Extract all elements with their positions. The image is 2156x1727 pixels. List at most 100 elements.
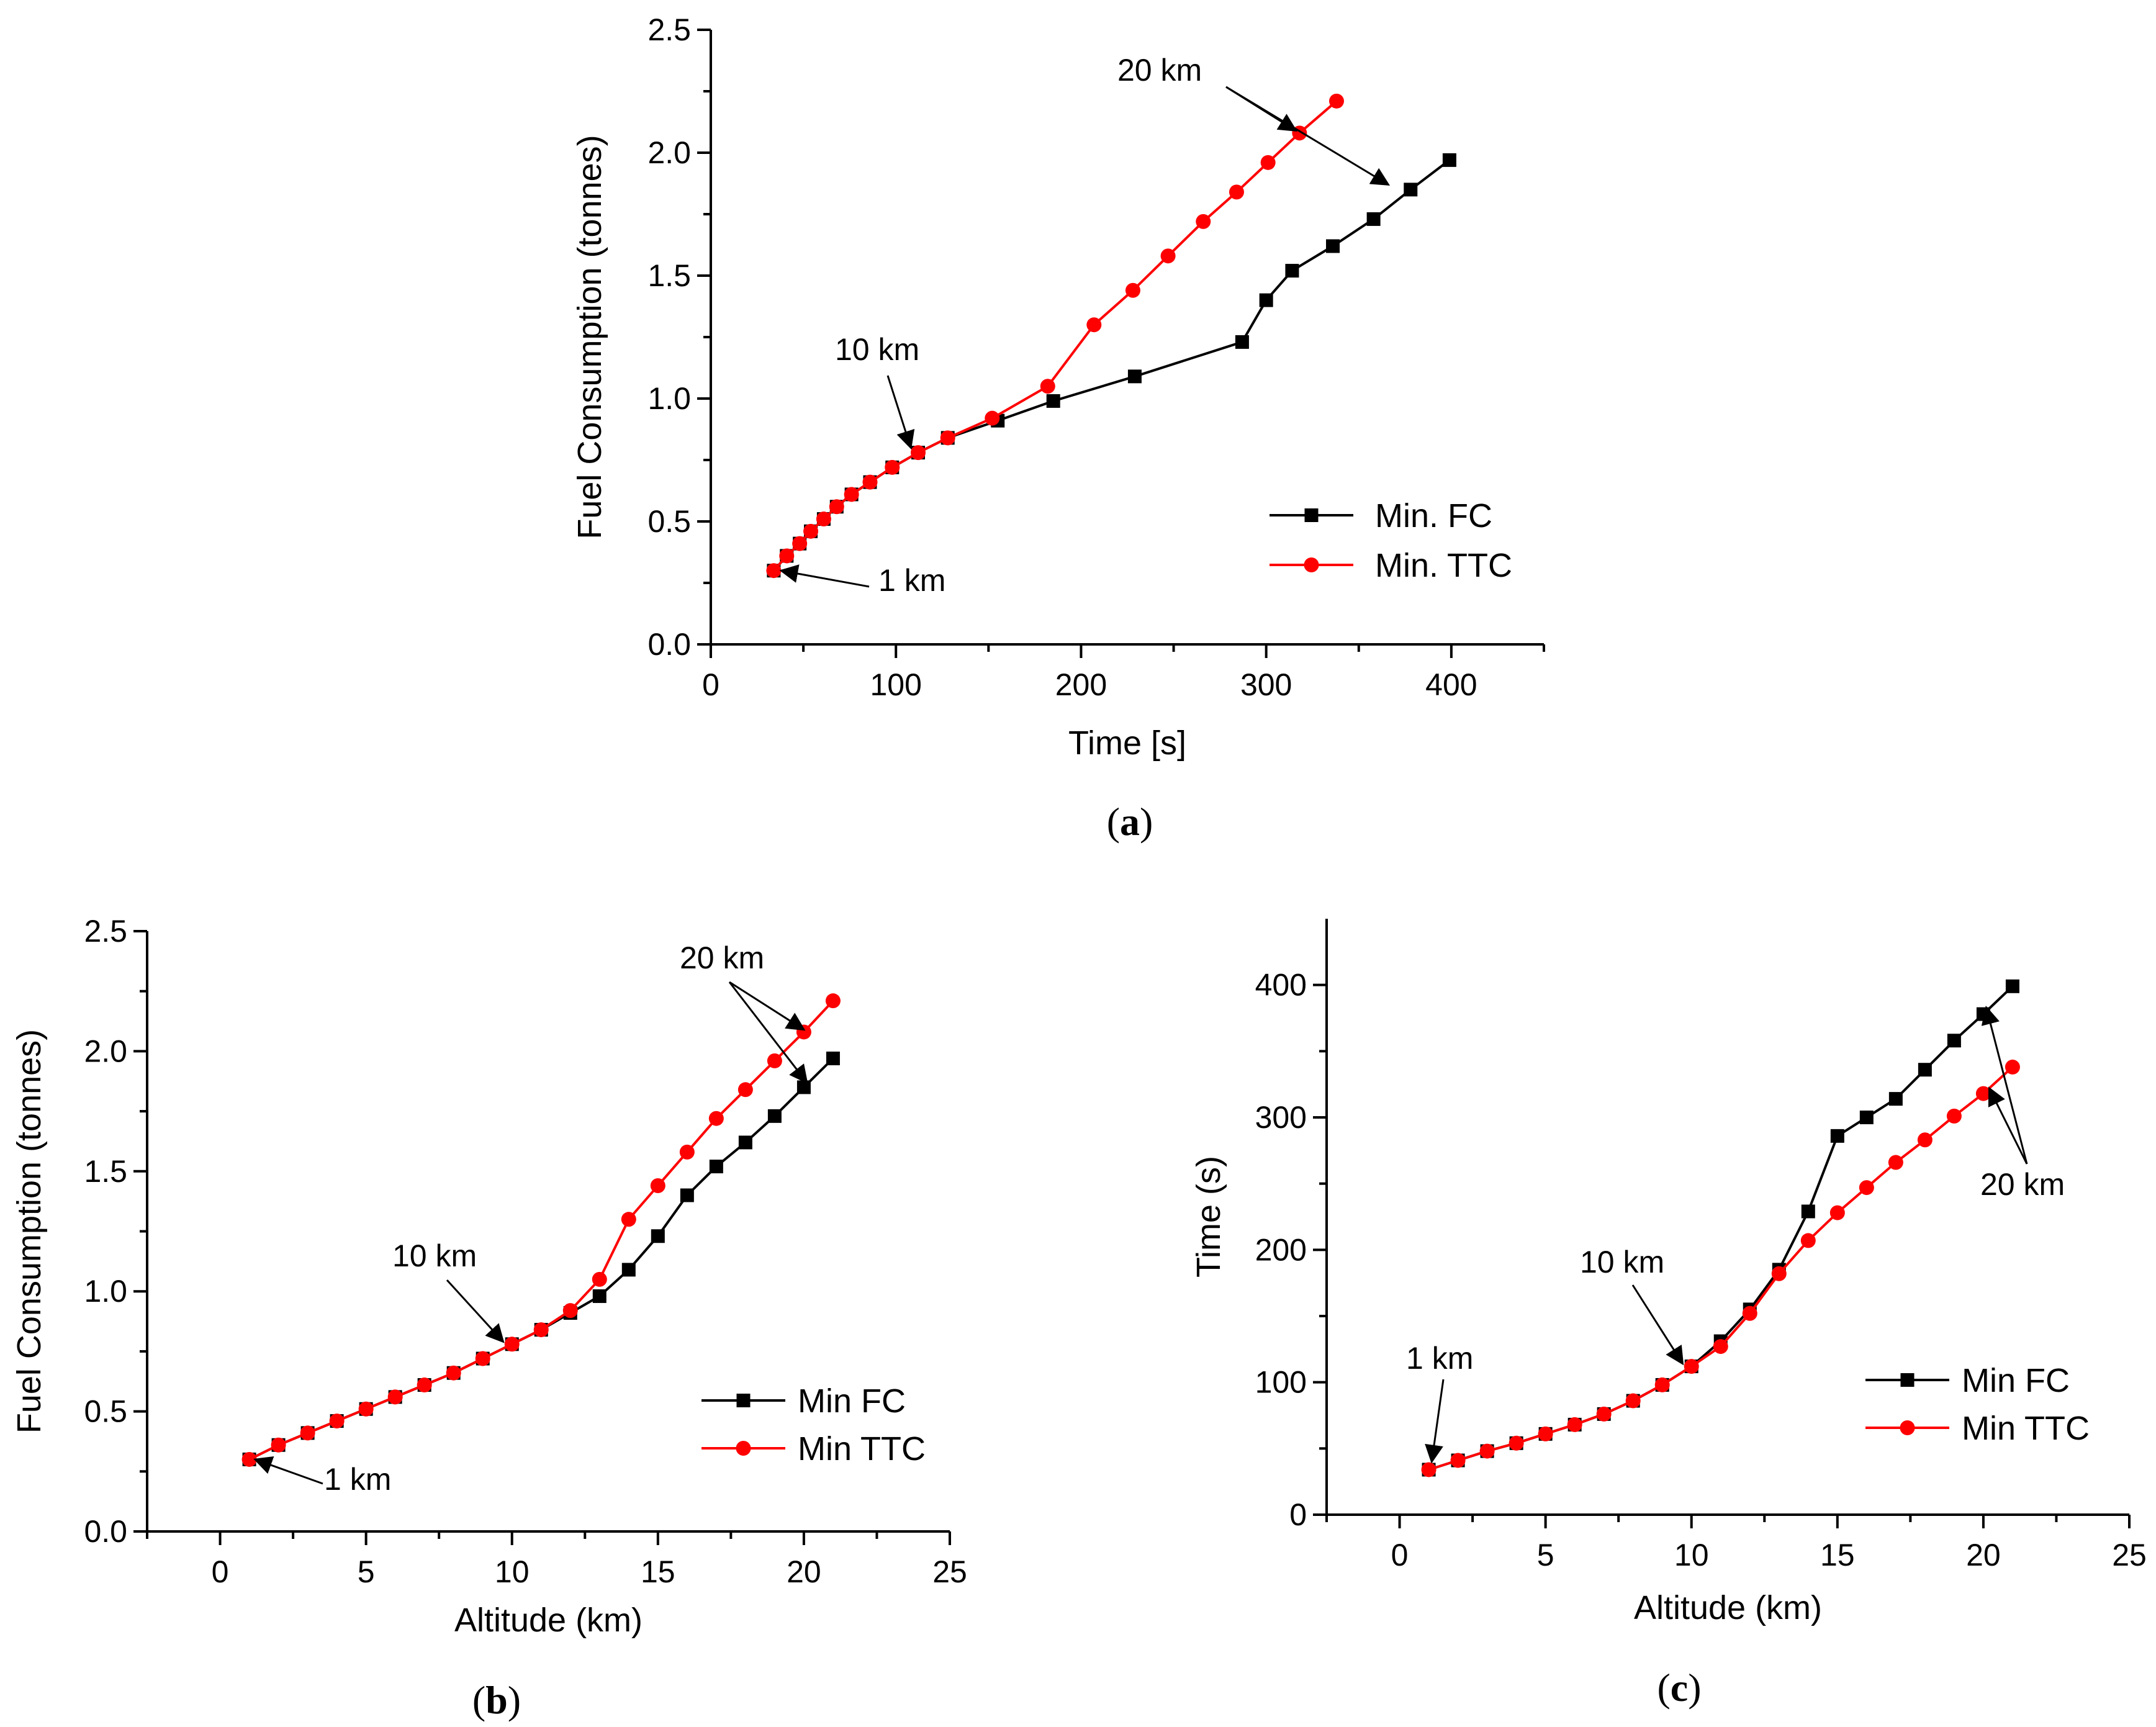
data-point <box>504 1337 520 1352</box>
data-point <box>1229 184 1244 200</box>
legend-label: Min. FC <box>1375 497 1492 534</box>
data-point <box>1713 1339 1728 1355</box>
legend-label: Min FC <box>1962 1362 2070 1399</box>
y-tick-label: 1.0 <box>84 1274 127 1309</box>
x-tick-label: 0 <box>1391 1538 1409 1572</box>
y-tick-label: 2.0 <box>647 135 691 170</box>
data-point <box>844 487 859 502</box>
data-point <box>1040 379 1055 394</box>
data-point <box>1596 1406 1612 1422</box>
x-axis-label: Time [s] <box>1068 724 1186 762</box>
data-point <box>766 563 782 579</box>
data-point <box>475 1351 490 1366</box>
annotation-arrow <box>1988 1086 2028 1165</box>
legend-label: Min. TTC <box>1375 547 1512 584</box>
data-point <box>621 1263 636 1277</box>
y-tick-label: 1.5 <box>647 258 691 293</box>
data-point <box>1567 1417 1582 1432</box>
y-tick-label: 2.5 <box>647 12 691 47</box>
data-point <box>826 1052 840 1066</box>
annotation-arrow <box>253 1456 323 1485</box>
x-tick-label: 5 <box>358 1554 375 1589</box>
data-point <box>1654 1377 1670 1392</box>
legend-marker <box>1900 1373 1915 1387</box>
data-point <box>1235 335 1249 349</box>
data-point <box>533 1322 549 1338</box>
x-tick-label: 10 <box>1674 1538 1709 1572</box>
series-line <box>1428 1066 2014 1471</box>
data-point <box>796 1080 811 1094</box>
x-tick-label: 100 <box>870 667 922 702</box>
y-tick-label: 400 <box>1255 968 1307 1003</box>
data-point <box>1260 155 1276 170</box>
x-axis-label: Altitude (km) <box>1634 1589 1822 1626</box>
x-tick-label: 0 <box>212 1554 229 1589</box>
y-tick-label: 0.5 <box>84 1394 127 1429</box>
data-point <box>1888 1155 1903 1170</box>
data-point <box>816 512 831 527</box>
data-point <box>708 1111 724 1126</box>
data-point <box>446 1365 461 1381</box>
legend-marker <box>1304 557 1319 572</box>
data-point <box>300 1425 315 1441</box>
data-point <box>940 430 955 446</box>
x-tick-label: 20 <box>787 1554 821 1589</box>
data-point <box>592 1271 607 1287</box>
x-tick-label: 200 <box>1055 667 1107 702</box>
data-point <box>803 523 819 539</box>
data-point <box>1285 264 1299 278</box>
y-tick-label: 0.0 <box>84 1514 127 1549</box>
data-point <box>1742 1305 1757 1321</box>
annotation-arrow <box>1631 1284 1684 1366</box>
y-tick-label: 100 <box>1255 1365 1307 1400</box>
annotation-arrow <box>729 981 806 1031</box>
data-point <box>1975 1086 1991 1101</box>
data-point <box>911 445 926 461</box>
annotation-label: 1 km <box>1406 1341 1473 1376</box>
data-point <box>1450 1453 1466 1468</box>
data-point <box>1509 1435 1524 1451</box>
series-line <box>1428 985 2014 1471</box>
data-point <box>358 1401 374 1417</box>
annotation-arrow <box>779 564 870 588</box>
data-point <box>241 1451 257 1467</box>
panel-caption: (a) <box>1107 800 1153 844</box>
data-point <box>417 1378 432 1393</box>
data-point <box>1326 239 1340 253</box>
data-point <box>1127 369 1142 384</box>
data-point <box>1086 317 1102 333</box>
data-point <box>1800 1233 1816 1248</box>
data-point <box>1888 1092 1903 1106</box>
annotation-label: 20 km <box>1117 53 1202 88</box>
data-point <box>1859 1180 1874 1196</box>
data-point <box>1538 1426 1553 1441</box>
x-tick-label: 10 <box>495 1554 530 1589</box>
legend-label: Min TTC <box>798 1430 926 1468</box>
data-point <box>1160 248 1176 264</box>
panel-b: 0.0 0.5 1.0 1.5 2.0 2.5 0 5 10 15 20 25 Altitude (km… <box>11 914 967 1722</box>
data-point <box>2005 979 2019 993</box>
data-point <box>1625 1393 1641 1409</box>
data-point <box>651 1229 665 1243</box>
legend-marker <box>736 1441 751 1456</box>
annotation-label: 1 km <box>878 563 945 598</box>
x-tick-label: 0 <box>702 667 719 702</box>
y-tick-label: 1.0 <box>647 381 691 416</box>
panel-c: 0 100 200 300 400 0 5 10 15 20 25 Altitude (km) Time… <box>1190 919 2147 1710</box>
legend-marker <box>1900 1420 1915 1435</box>
annotation-label: 10 km <box>392 1238 477 1273</box>
x-tick-label: 15 <box>641 1554 675 1589</box>
data-point <box>862 474 878 490</box>
panel-caption: (c) <box>1657 1666 1701 1710</box>
y-tick-label: 200 <box>1255 1232 1307 1267</box>
y-axis-label: Time (s) <box>1190 1156 1227 1278</box>
data-point <box>737 1082 753 1098</box>
y-tick-label: 0 <box>1289 1497 1307 1532</box>
data-point <box>2005 1059 2020 1075</box>
data-point <box>329 1414 345 1429</box>
annotation-label: 10 km <box>835 332 919 367</box>
data-point <box>1918 1063 1932 1077</box>
annotation-label: 20 km <box>680 940 764 975</box>
data-point <box>592 1289 607 1303</box>
